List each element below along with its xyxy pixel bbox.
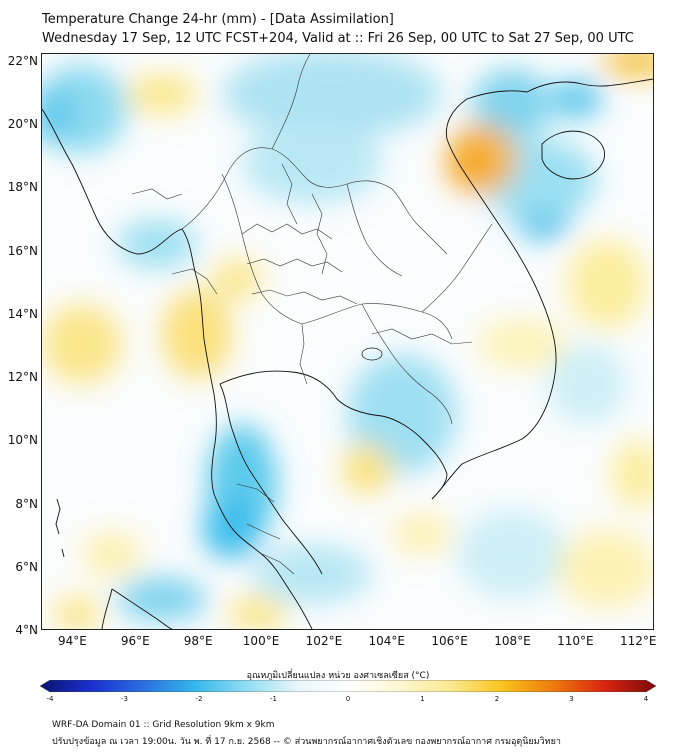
lat-tick-label: 18°N <box>7 180 38 195</box>
update-credit: ปรับปรุงข้อมูล ณ เวลา 19:00น. วัน พ. ที่… <box>52 737 561 747</box>
tonle-sap-lake <box>361 347 383 361</box>
temperature-change-map <box>41 53 654 630</box>
map-canvas <box>42 54 653 629</box>
lon-tick-label: 110°E <box>557 634 594 648</box>
lon-tick-label: 108°E <box>494 634 531 648</box>
lon-tick-label: 94°E <box>57 634 87 648</box>
colorbar-tick-label: 2 <box>494 695 500 703</box>
lon-tick-label: 96°E <box>120 634 150 648</box>
colorbar-tick-label: -2 <box>195 695 203 703</box>
colorbar-label: อุณหภูมิเปลี่ยนแปลง หน่วย องศาเซลเซียส (… <box>246 671 430 681</box>
province-borders <box>131 54 493 575</box>
map-title: Temperature Change 24-hr (mm) - [Data As… <box>42 12 394 27</box>
lon-tick-label: 98°E <box>183 634 213 648</box>
temperature-field <box>42 54 653 629</box>
lat-tick-label: 12°N <box>7 370 38 385</box>
lon-tick-label: 112°E <box>620 634 657 648</box>
lon-tick-label: 104°E <box>368 634 406 648</box>
colorbar-tick-label: -1 <box>270 695 277 703</box>
lon-tick-label: 102°E <box>305 634 343 648</box>
map-subtitle: Wednesday 17 Sep, 12 UTC FCST+204, Valid… <box>42 31 634 46</box>
colorbar-tick-label: -4 <box>46 695 54 703</box>
coastlines <box>42 78 653 629</box>
lat-tick-label: 4°N <box>15 623 38 637</box>
lat-tick-label: 14°N <box>7 306 38 321</box>
model-info: WRF-DA Domain 01 :: Grid Resolution 9km … <box>52 720 275 730</box>
lat-tick-label: 10°N <box>7 433 38 448</box>
lat-tick-label: 8°N <box>15 496 38 511</box>
lat-tick-label: 20°N <box>7 117 38 132</box>
colorbar <box>40 680 656 692</box>
lat-tick-label: 22°N <box>7 53 38 68</box>
lon-tick-label: 106°E <box>431 634 468 648</box>
lat-tick-label: 16°N <box>7 243 38 258</box>
colorbar-tick-label: 3 <box>569 695 574 703</box>
colorbar-tick-label: 0 <box>345 695 351 703</box>
lat-tick-label: 6°N <box>15 559 38 574</box>
colorbar-tick-label: 4 <box>643 695 649 703</box>
colorbar-tick-label: -3 <box>121 695 128 703</box>
lon-tick-label: 100°E <box>242 634 280 648</box>
colorbar-tick-label: 1 <box>420 695 425 703</box>
